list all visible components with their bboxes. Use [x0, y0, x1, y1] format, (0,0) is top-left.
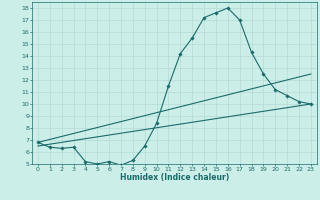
X-axis label: Humidex (Indice chaleur): Humidex (Indice chaleur): [120, 173, 229, 182]
